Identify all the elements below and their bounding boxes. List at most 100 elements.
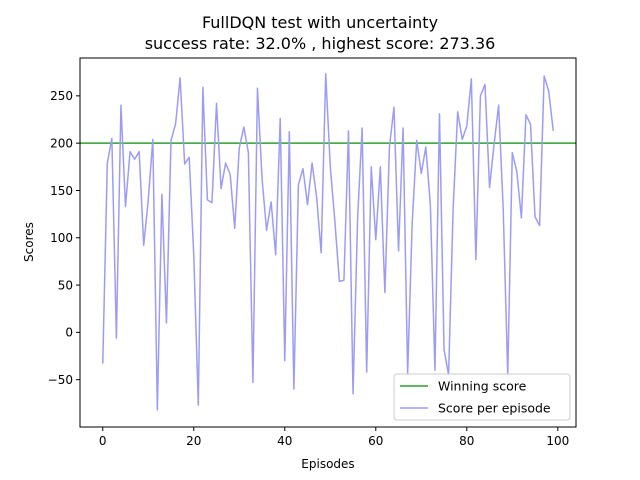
score-point	[484, 83, 486, 85]
score-point	[479, 95, 481, 97]
score-point	[370, 166, 372, 168]
score-point	[365, 371, 367, 373]
score-point	[356, 218, 358, 220]
score-point	[548, 90, 550, 92]
x-tick-label: 80	[459, 434, 474, 448]
score-point	[270, 201, 272, 203]
score-point	[375, 238, 377, 240]
score-point	[393, 106, 395, 108]
legend-label-score-per-episode: Score per episode	[438, 401, 551, 416]
score-point	[329, 166, 331, 168]
y-tick-label: 250	[50, 89, 73, 103]
score-point	[320, 252, 322, 254]
score-point	[497, 104, 499, 106]
score-point	[343, 279, 345, 281]
score-point	[124, 205, 126, 207]
score-point	[361, 127, 363, 129]
score-point	[288, 131, 290, 133]
score-point	[493, 143, 495, 145]
score-point	[306, 203, 308, 205]
score-per-episode-line	[102, 72, 554, 411]
score-point	[443, 348, 445, 350]
score-point	[247, 151, 249, 153]
score-point	[470, 78, 472, 80]
score-point	[224, 162, 226, 164]
x-tick-label: 60	[368, 434, 383, 448]
score-point	[534, 216, 536, 218]
score-point	[461, 138, 463, 140]
score-point	[106, 162, 108, 164]
score-point	[111, 137, 113, 139]
plot-marks	[80, 72, 576, 411]
x-tick-label: 20	[186, 434, 201, 448]
y-axis-ticks: −50 0 50 100 150 200 250	[48, 89, 80, 387]
score-point	[234, 227, 236, 229]
score-point	[452, 207, 454, 209]
score-point	[411, 222, 413, 224]
score-point	[193, 254, 195, 256]
chart-title: FullDQN test with uncertainty	[202, 13, 438, 32]
score-point	[466, 125, 468, 127]
score-point	[425, 146, 427, 148]
y-tick-label: 150	[50, 184, 73, 198]
legend-label-winning-score: Winning score	[438, 379, 527, 394]
x-axis-label: Episodes	[301, 457, 354, 471]
y-axis-label: Scores	[22, 222, 36, 262]
score-point	[252, 381, 254, 383]
score-point	[188, 156, 190, 158]
score-point	[138, 150, 140, 152]
score-point	[311, 162, 313, 164]
score-point	[115, 337, 117, 339]
score-point	[475, 258, 477, 260]
score-point	[256, 87, 258, 89]
score-point	[384, 291, 386, 293]
score-point	[347, 130, 349, 132]
score-point	[416, 139, 418, 141]
score-point	[183, 163, 185, 165]
x-axis-ticks: 0 20 40 60 80 100	[99, 427, 569, 448]
x-tick-label: 0	[99, 434, 107, 448]
score-point	[538, 224, 540, 226]
y-tick-label: 0	[65, 326, 73, 340]
score-point	[120, 104, 122, 106]
score-point	[488, 186, 490, 188]
x-tick-label: 100	[546, 434, 569, 448]
score-point	[215, 102, 217, 104]
score-point	[206, 199, 208, 201]
score-point	[102, 362, 104, 364]
score-point	[297, 184, 299, 186]
score-point	[265, 229, 267, 231]
score-point	[379, 166, 381, 168]
score-point	[197, 404, 199, 406]
chart-subtitle: success rate: 32.0% , highest score: 273…	[145, 34, 496, 53]
score-point	[161, 193, 163, 195]
score-point	[543, 75, 545, 77]
score-point	[352, 393, 354, 395]
score-point	[179, 77, 181, 79]
score-point	[243, 126, 245, 128]
score-point	[315, 196, 317, 198]
score-point	[261, 177, 263, 179]
score-point	[174, 123, 176, 125]
score-point	[238, 147, 240, 149]
y-tick-label: 50	[58, 278, 73, 292]
score-point	[502, 207, 504, 209]
y-tick-label: 100	[50, 231, 73, 245]
score-point	[279, 117, 281, 119]
score-point	[143, 244, 145, 246]
score-point	[525, 114, 527, 116]
score-point	[429, 204, 431, 206]
score-point	[133, 158, 135, 160]
score-point	[165, 322, 167, 324]
score-point	[129, 150, 131, 152]
score-point	[325, 73, 327, 75]
legend: Winning score Score per episode	[393, 373, 571, 421]
score-point	[156, 409, 158, 411]
score-point	[274, 254, 276, 256]
score-point	[397, 250, 399, 252]
score-point	[284, 360, 286, 362]
score-point	[147, 199, 149, 201]
score-point	[229, 173, 231, 175]
score-point	[438, 113, 440, 115]
score-point	[202, 86, 204, 88]
